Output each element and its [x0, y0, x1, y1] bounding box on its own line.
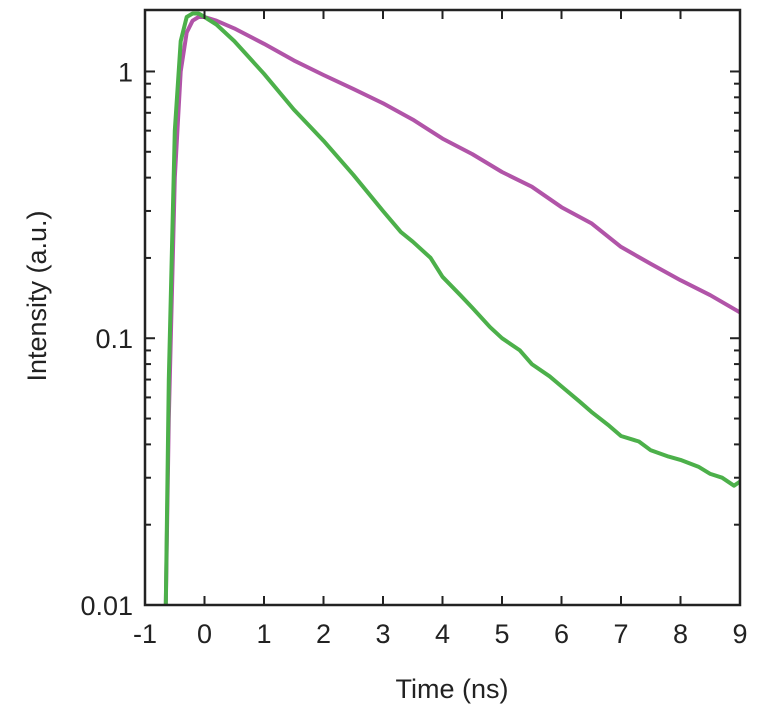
x-tick-label: 3 [375, 619, 390, 649]
x-tick-label: 5 [494, 619, 509, 649]
x-tick-label: 6 [554, 619, 569, 649]
plot-border [143, 8, 742, 607]
tick-labels: -1 0 1 2 3 4 5 6 7 8 9 0.01 0.1 1 [80, 57, 747, 649]
series-line-2 [163, 11, 740, 605]
x-tick-label: 9 [732, 619, 747, 649]
x-tick-label: -1 [133, 619, 157, 649]
y-tick-label: 0.01 [80, 591, 133, 621]
y-axis-title: Intensity (a.u.) [22, 210, 52, 381]
x-tick-label: 7 [613, 619, 628, 649]
x-tick-label: 4 [435, 619, 450, 649]
x-tick-label: 2 [316, 619, 331, 649]
y-tick-label: 1 [118, 57, 133, 87]
x-tick-label: 0 [197, 619, 212, 649]
series-line-1 [163, 15, 740, 605]
x-tick-label: 8 [673, 619, 688, 649]
y-tick-label: 0.1 [95, 324, 133, 354]
plot-frame [143, 8, 742, 607]
x-axis-title: Time (ns) [396, 674, 509, 704]
x-tick-label: 1 [256, 619, 271, 649]
series-group [163, 11, 740, 605]
axis-ticks [144, 10, 741, 606]
